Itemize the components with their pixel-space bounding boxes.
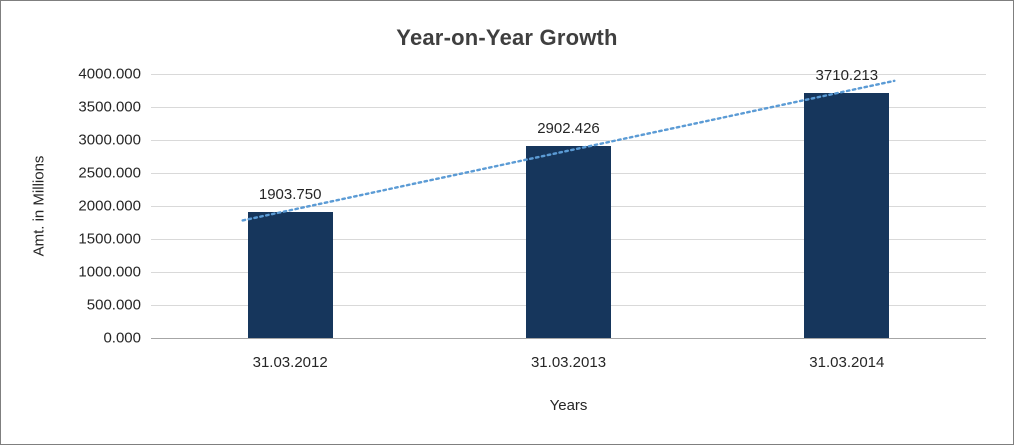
- x-tick-label: 31.03.2012: [252, 354, 328, 371]
- gridline: [151, 74, 986, 75]
- bar: [804, 93, 890, 338]
- chart-title: Year-on-Year Growth: [396, 25, 618, 50]
- bar: [526, 146, 611, 338]
- y-tick-label: 0.000: [103, 329, 141, 347]
- y-tick-label: 3500.000: [78, 98, 141, 116]
- y-tick-label: 500.000: [86, 296, 141, 314]
- bar-value-label: 1903.750: [258, 186, 322, 204]
- y-tick-label: 4000.000: [78, 65, 141, 83]
- x-tick-label: 31.03.2014: [809, 354, 885, 371]
- y-tick-label: 2000.000: [78, 197, 141, 215]
- x-axis-title: Years: [549, 397, 588, 414]
- y-tick-label: 2500.000: [78, 164, 141, 182]
- bar-value-label: 3710.213: [815, 67, 879, 85]
- x-tick-label: 31.03.2013: [530, 354, 607, 371]
- x-axis-line: [151, 338, 986, 339]
- y-tick-label: 1000.000: [78, 263, 141, 281]
- y-tick-label: 3000.000: [78, 131, 141, 149]
- bar: [247, 212, 333, 338]
- bar-value-label: 2902.426: [537, 120, 600, 138]
- y-tick-label: 1500.000: [78, 230, 141, 248]
